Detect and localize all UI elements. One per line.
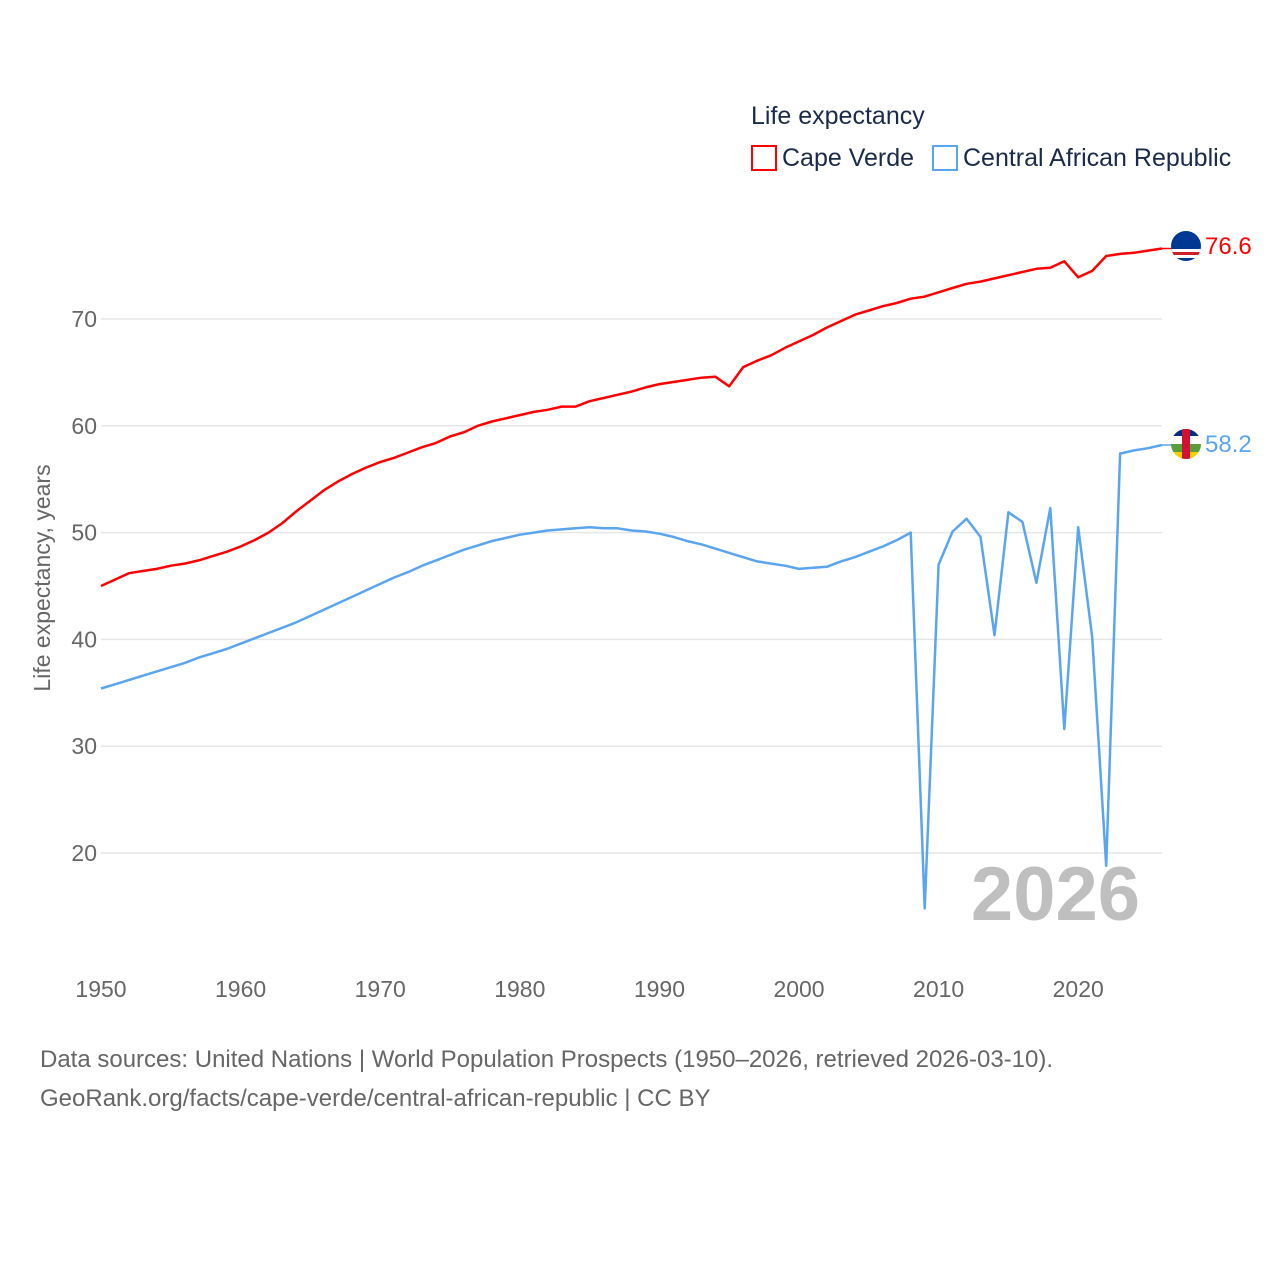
x-tick-label: 1980 — [494, 976, 545, 1002]
y-tick-label: 50 — [71, 520, 97, 546]
y-tick-label: 20 — [71, 840, 97, 866]
x-tick-label: 2020 — [1053, 976, 1104, 1002]
series-line-cape-verde — [100, 247, 1163, 588]
car-flag-icon — [1171, 429, 1201, 459]
x-tick-label: 1960 — [215, 976, 266, 1002]
series-line-car — [100, 443, 1163, 910]
gridlines — [101, 318, 1162, 854]
x-axis: 1950 1960 1970 1980 1990 2000 2010 2020 — [75, 976, 1103, 1002]
x-tick-label: 1950 — [75, 976, 126, 1002]
x-tick-label: 1970 — [355, 976, 406, 1002]
y-axis: 20 30 40 50 60 70 — [71, 306, 97, 866]
legend-label-car[interactable]: Central African Republic — [963, 144, 1231, 172]
end-label-cape-verde: 76.6 — [1205, 233, 1252, 260]
y-tick-label: 60 — [71, 413, 97, 439]
x-tick-label: 1990 — [634, 976, 685, 1002]
y-tick-label: 70 — [71, 306, 97, 332]
cape-verde-flag-icon — [1171, 231, 1201, 261]
x-tick-label: 2000 — [773, 976, 824, 1002]
legend-swatch-cape-verde[interactable] — [751, 145, 777, 171]
year-watermark: 2026 — [971, 852, 1140, 937]
y-tick-label: 30 — [71, 733, 97, 759]
legend: Life expectancy Cape Verde Central Afric… — [751, 102, 1231, 172]
end-label-car: 58.2 — [1205, 431, 1252, 458]
legend-swatch-car[interactable] — [932, 145, 958, 171]
legend-title: Life expectancy — [751, 102, 925, 130]
source-link[interactable]: GeoRank.org/facts/cape-verde/central-afr… — [40, 1085, 711, 1112]
legend-label-cape-verde[interactable]: Cape Verde — [782, 144, 914, 172]
x-tick-label: 2010 — [913, 976, 964, 1002]
y-tick-label: 40 — [71, 626, 97, 652]
y-axis-label: Life expectancy, years — [29, 464, 55, 691]
series-lines — [100, 247, 1172, 910]
source-note: Data sources: United Nations | World Pop… — [40, 1046, 1054, 1073]
